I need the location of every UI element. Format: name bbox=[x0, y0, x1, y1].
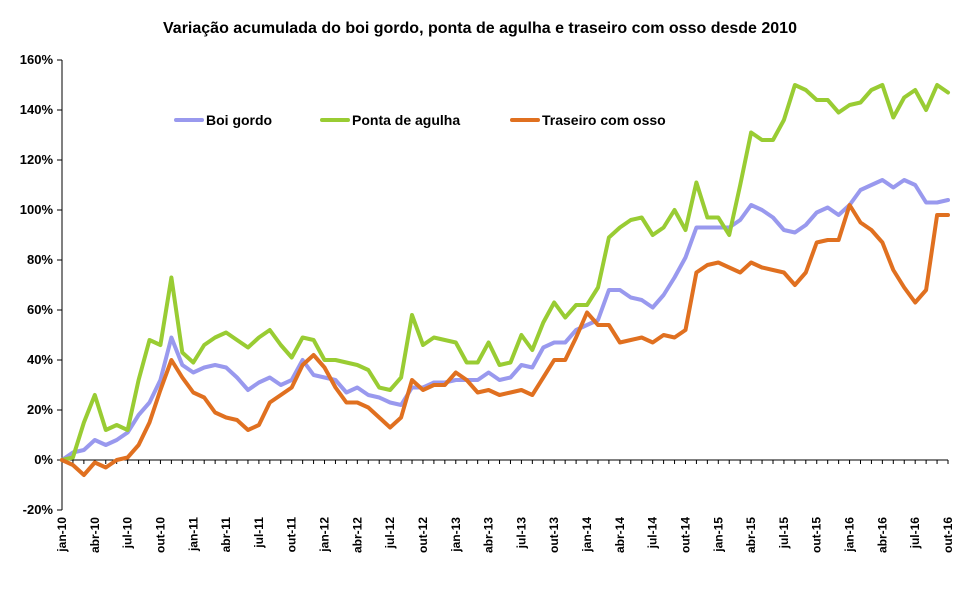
series-line-boi-gordo bbox=[60, 178, 950, 462]
x-tick-label: out-13 bbox=[547, 517, 561, 553]
x-tick-label: abr-16 bbox=[875, 517, 889, 553]
x-tick-label: jan-14 bbox=[580, 517, 594, 553]
y-tick-label: 100% bbox=[20, 202, 54, 217]
x-tick-label: out-10 bbox=[153, 517, 167, 553]
series-lines bbox=[60, 83, 950, 477]
x-tick-label: jan-10 bbox=[55, 517, 69, 553]
legend: Boi gordo Ponta de agulha Traseiro com oss… bbox=[174, 112, 666, 128]
y-tick-label: 80% bbox=[27, 252, 53, 267]
x-tick-label: out-15 bbox=[810, 517, 824, 553]
x-tick-label: abr-11 bbox=[219, 517, 233, 553]
x-tick-label: jul-11 bbox=[252, 517, 266, 549]
chart-title: Variação acumulada do boi gordo, ponta d… bbox=[163, 20, 797, 37]
x-tick-label: abr-10 bbox=[88, 517, 102, 553]
y-tick-label: 40% bbox=[27, 352, 53, 367]
x-tick-label: jan-11 bbox=[186, 517, 200, 552]
x-tick-label: jul-14 bbox=[646, 517, 660, 550]
x-tick-label: out-14 bbox=[678, 517, 692, 553]
y-tick-label: 160% bbox=[20, 52, 54, 67]
x-tick-label: jul-12 bbox=[383, 517, 397, 550]
x-tick-label: abr-14 bbox=[613, 517, 627, 553]
y-tick-label: 140% bbox=[20, 102, 54, 117]
x-tick-label: jan-15 bbox=[711, 517, 725, 553]
x-tick-label: out-11 bbox=[285, 517, 299, 553]
x-tick-label: out-16 bbox=[941, 517, 955, 553]
x-tick-label: jan-13 bbox=[449, 517, 463, 553]
y-tick-label: -20% bbox=[23, 502, 54, 517]
legend-label: Ponta de agulha bbox=[352, 112, 460, 128]
x-tick-label: jul-16 bbox=[908, 517, 922, 550]
x-tick-label: abr-13 bbox=[482, 517, 496, 553]
x-tick-label: jan-16 bbox=[843, 517, 857, 553]
x-tick-label: jul-15 bbox=[777, 517, 791, 550]
y-tick-label: 20% bbox=[27, 402, 53, 417]
series-line-ponta-de-agulha bbox=[60, 83, 950, 462]
axes: -20% 0% 20% 40% 60% 80% 100% 120% 140% 160% jan-10… bbox=[20, 52, 955, 553]
legend-label: Traseiro com osso bbox=[542, 112, 666, 128]
x-tick-label: jul-10 bbox=[121, 517, 135, 550]
x-tick-label: abr-15 bbox=[744, 517, 758, 553]
y-tick-label: 120% bbox=[20, 152, 54, 167]
x-tick-label: jul-13 bbox=[514, 517, 528, 550]
x-tick-label: out-12 bbox=[416, 517, 430, 553]
y-tick-label: 60% bbox=[27, 302, 53, 317]
y-tick-label: 0% bbox=[34, 452, 53, 467]
legend-label: Boi gordo bbox=[206, 112, 272, 128]
x-tick-label: jan-12 bbox=[318, 517, 332, 553]
x-tick-label: abr-12 bbox=[350, 517, 364, 553]
series-line-traseiro-com-osso bbox=[60, 203, 950, 477]
